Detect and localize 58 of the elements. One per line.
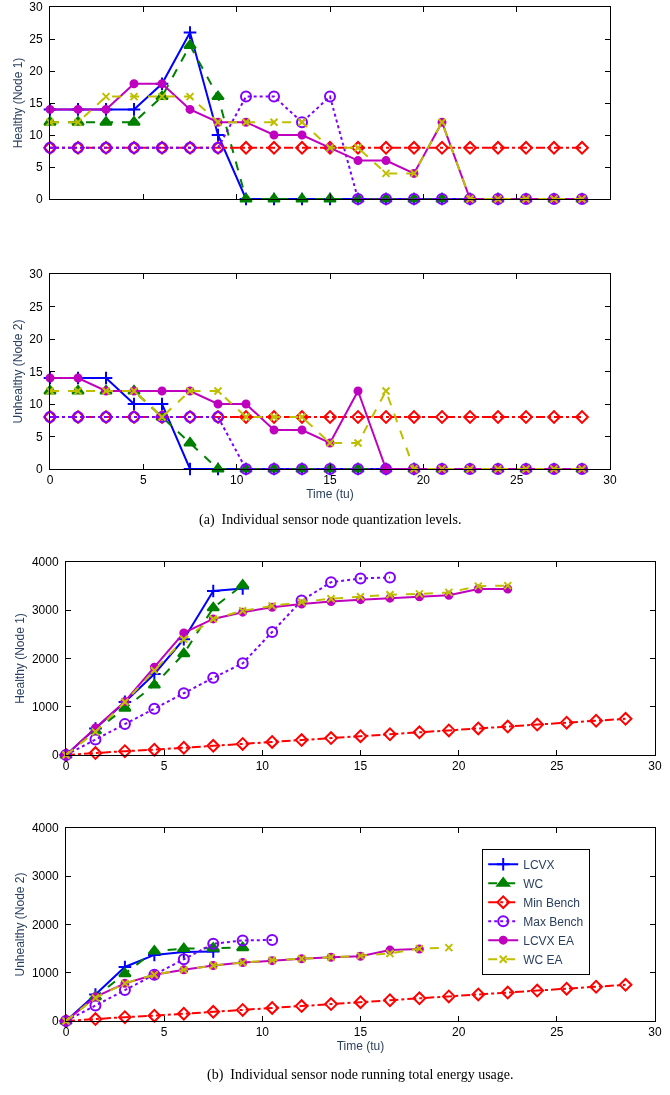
x-tick-label: 30 — [603, 473, 617, 488]
x-tick-label: 10 — [255, 1025, 270, 1040]
y-tick-label: 10 — [29, 128, 43, 143]
y-tick-label: 4000 — [31, 555, 59, 570]
y-tick-label: 10 — [29, 397, 43, 412]
x-tick-label: 10 — [229, 473, 244, 488]
x-tick-label: 25 — [550, 759, 564, 774]
y-axis-title: Unhealthy (Node 2) — [10, 319, 25, 424]
x-tick-label: 30 — [648, 759, 662, 774]
y-tick-label: 0 — [51, 1014, 59, 1029]
y-tick-label: 20 — [29, 64, 43, 79]
x-axis-title: Time (tu) — [336, 1039, 385, 1054]
x-tick-label: 20 — [451, 1025, 466, 1040]
y-tick-label: 1000 — [31, 965, 59, 980]
y-tick-label: 15 — [29, 364, 43, 379]
y-tick-label: 25 — [29, 32, 43, 47]
x-tick-label: 5 — [160, 1025, 168, 1040]
y-tick-label: 5 — [35, 429, 43, 444]
y-tick-label: 3000 — [31, 869, 59, 884]
x-axis-title: Time (tu) — [306, 487, 354, 502]
y-tick-label: 20 — [29, 332, 43, 347]
y-tick-label: 25 — [29, 299, 43, 314]
legend-label: LCVX EA — [523, 933, 574, 948]
x-tick-label: 25 — [550, 1025, 564, 1040]
y-tick-label: 0 — [35, 462, 43, 477]
legend-label: Max Bench — [523, 914, 584, 929]
legend-label: Min Bench — [523, 895, 580, 910]
x-tick-label: 25 — [509, 473, 524, 488]
y-tick-label: 4000 — [31, 821, 59, 836]
x-tick-label: 5 — [139, 473, 147, 488]
x-tick-label: 10 — [255, 759, 270, 774]
y-tick-label: 0 — [51, 748, 59, 763]
y-tick-label: 0 — [35, 192, 43, 207]
y-tick-label: 30 — [29, 267, 43, 282]
y-tick-label: 15 — [29, 96, 43, 111]
y-tick-label: 5 — [35, 160, 43, 175]
y-tick-label: 1000 — [31, 699, 59, 714]
x-tick-label: 0 — [62, 1025, 70, 1040]
y-tick-label: 2000 — [31, 651, 59, 666]
y-tick-label: 2000 — [31, 917, 59, 932]
legend-label: LCVX — [523, 857, 555, 872]
y-tick-label: 30 — [29, 0, 43, 15]
x-tick-label: 5 — [160, 759, 168, 774]
x-tick-label: 30 — [648, 1025, 662, 1040]
y-axis-title: Healthy (Node 1) — [10, 57, 25, 149]
legend-label: WC — [523, 876, 544, 891]
y-axis-title: Unhealthy (Node 2) — [13, 872, 28, 977]
x-tick-label: 20 — [416, 473, 431, 488]
text: (a) Individual sensor node quantization levels. — [199, 512, 462, 528]
y-axis-title: Healthy (Node 1) — [13, 613, 28, 704]
x-tick-label: 20 — [451, 759, 466, 774]
text: (b) Individual sensor node running total energy usage. — [207, 1067, 514, 1083]
x-tick-label: 15 — [353, 759, 368, 774]
x-tick-label: 15 — [323, 473, 337, 488]
y-tick-label: 3000 — [31, 603, 59, 618]
x-tick-label: 0 — [62, 759, 70, 774]
x-tick-label: 15 — [353, 1025, 368, 1040]
legend-label: WC EA — [523, 952, 563, 967]
